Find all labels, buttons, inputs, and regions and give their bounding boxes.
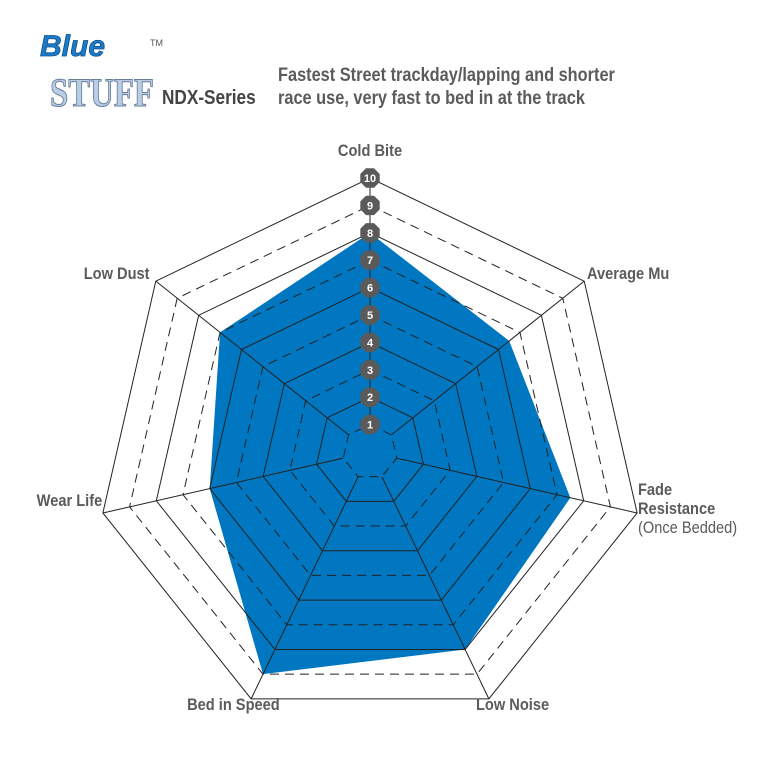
- axis-label-bed-in-speed: Bed in Speed: [187, 695, 280, 714]
- grid-ring-10: [102, 177, 638, 700]
- axis-spoke: [396, 457, 638, 514]
- axis-label-low-noise: Low Noise: [476, 695, 550, 714]
- axis-spoke: [381, 476, 490, 700]
- axis-spoke: [250, 476, 359, 700]
- grid-ring-6: [209, 287, 531, 601]
- grid-ring-9: [129, 204, 611, 675]
- logo-tm: TM: [150, 38, 163, 48]
- axis-label-fade: Fade: [638, 480, 673, 499]
- tick-label: 9: [367, 200, 373, 212]
- grid-ring-4: [262, 341, 478, 552]
- grid-ring-1: [342, 424, 398, 478]
- tick-badge: [360, 168, 380, 188]
- grid-ring-3: [289, 369, 451, 527]
- description: Fastest Street trackday/lapping and shor…: [278, 64, 615, 110]
- tick-badge: [360, 414, 380, 435]
- tick-label: 6: [367, 283, 373, 295]
- tick-badge: [360, 305, 380, 325]
- tick-label: 5: [367, 310, 373, 322]
- axis-label-average-mu: Average Mu: [587, 264, 670, 283]
- tick-label: 8: [367, 228, 373, 240]
- tick-label: 4: [367, 337, 374, 349]
- tick-label: 7: [367, 255, 373, 267]
- tick-label: 2: [367, 392, 373, 404]
- tick-badge: [360, 277, 380, 298]
- tick-badge: [360, 195, 380, 216]
- description-line-1: Fastest Street trackday/lapping and shor…: [278, 65, 615, 86]
- logo-blue-text: Blue: [40, 30, 105, 63]
- axis-spoke: [391, 280, 585, 436]
- tick-label: 10: [364, 173, 376, 185]
- tick-badge: [360, 250, 380, 270]
- axis-label-resistance: Resistance: [638, 499, 716, 518]
- tick-badge: [360, 387, 380, 407]
- tick-badge: [360, 223, 380, 243]
- tick-label: 3: [367, 365, 373, 377]
- grid-ring-8: [155, 232, 585, 650]
- grid-ring-2: [316, 396, 424, 502]
- tick-badge: [360, 360, 380, 380]
- grid-ring-5: [235, 314, 505, 576]
- axis-label-wear-life: Wear Life: [36, 491, 102, 510]
- axis-spoke: [155, 280, 349, 436]
- axis-spoke: [102, 457, 344, 514]
- axis-label-cold-bite: Cold Bite: [337, 141, 403, 160]
- logo-stuff-text: STUFF: [50, 70, 154, 115]
- axis-label-low-dust: Low Dust: [83, 264, 149, 283]
- tick-label: 1: [367, 420, 373, 432]
- tick-badge: [360, 332, 380, 353]
- data-area: [209, 232, 571, 675]
- description-line-2: race use, very fast to bed in at the tra…: [278, 88, 585, 109]
- axis-label-fade-resistance: Fade Resistance (Once Bedded): [638, 480, 737, 537]
- series-name: NDX-Series: [162, 87, 256, 109]
- axis-sublabel-once-bedded: (Once Bedded): [638, 518, 738, 537]
